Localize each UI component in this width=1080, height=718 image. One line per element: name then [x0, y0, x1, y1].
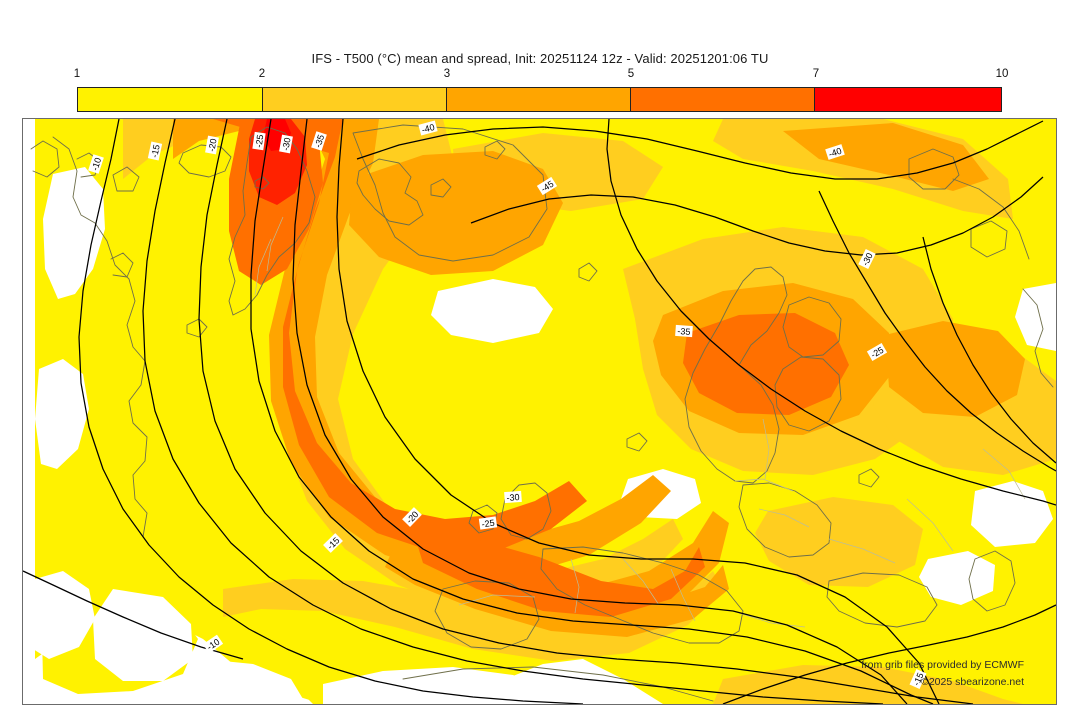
colorbar-segment: [815, 88, 1001, 111]
spread-band-below-1: [33, 167, 1056, 704]
colorbar-tick-label: 10: [995, 68, 1009, 80]
country-borders: [254, 216, 1026, 628]
temperature-contours: [23, 119, 1056, 704]
colorbar-tick-label: 5: [627, 68, 635, 80]
map-canvas: -10 -15 -20 -25 -30 -35 -40 -40 -45 -35 …: [22, 118, 1057, 705]
copyright-credit: ©2025 sbearizone.net: [921, 676, 1024, 688]
colorbar-tick-label: 2: [258, 68, 266, 80]
colorbar-segment: [447, 88, 631, 111]
page-title: IFS - T500 (°C) mean and spread, Init: 2…: [311, 51, 769, 66]
contour-label: -25: [478, 516, 498, 530]
colorbar-segment: [262, 88, 448, 111]
contour-label: -25: [252, 131, 266, 151]
colorbar-segment: [630, 88, 816, 111]
colorbar: 1 2 3 5 7 10: [74, 68, 1008, 112]
coastlines: [30, 124, 1054, 702]
contour-label: -30: [504, 490, 522, 504]
colorbar-tick-label: 1: [73, 68, 81, 80]
contour-label: -35: [675, 324, 693, 338]
colorbar-gradient: [77, 87, 1002, 112]
colorbar-segment: [78, 88, 263, 111]
data-source-credit: from grib files provided by ECMWF: [861, 659, 1024, 671]
colorbar-tick-label: 3: [443, 68, 451, 80]
colorbar-tick-label: 7: [812, 68, 820, 80]
spread-field-svg: [23, 119, 1056, 704]
